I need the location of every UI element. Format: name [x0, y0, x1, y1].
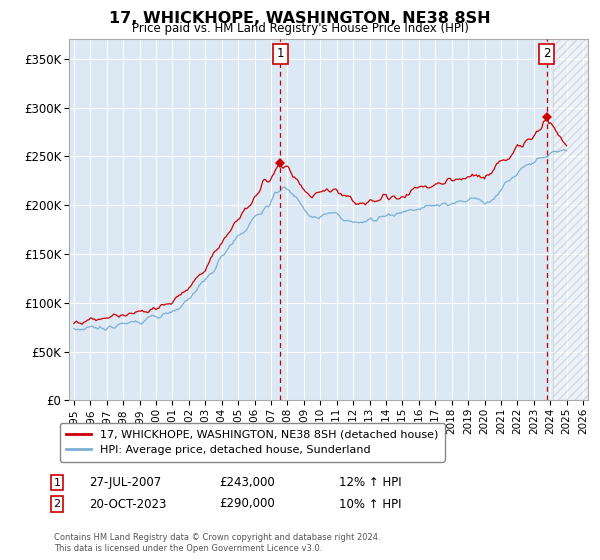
- Text: 2: 2: [53, 499, 61, 509]
- Text: 17, WHICKHOPE, WASHINGTON, NE38 8SH: 17, WHICKHOPE, WASHINGTON, NE38 8SH: [109, 11, 491, 26]
- Text: 10% ↑ HPI: 10% ↑ HPI: [339, 497, 401, 511]
- Text: 1: 1: [277, 48, 284, 60]
- Text: 12% ↑ HPI: 12% ↑ HPI: [339, 476, 401, 489]
- Text: Contains HM Land Registry data © Crown copyright and database right 2024.
This d: Contains HM Land Registry data © Crown c…: [54, 533, 380, 553]
- Text: £243,000: £243,000: [219, 476, 275, 489]
- Text: 27-JUL-2007: 27-JUL-2007: [89, 476, 161, 489]
- Text: £290,000: £290,000: [219, 497, 275, 511]
- Text: 2: 2: [543, 48, 551, 60]
- Text: Price paid vs. HM Land Registry's House Price Index (HPI): Price paid vs. HM Land Registry's House …: [131, 22, 469, 35]
- Text: 20-OCT-2023: 20-OCT-2023: [89, 497, 166, 511]
- Text: 1: 1: [53, 478, 61, 488]
- Legend: 17, WHICKHOPE, WASHINGTON, NE38 8SH (detached house), HPI: Average price, detach: 17, WHICKHOPE, WASHINGTON, NE38 8SH (det…: [59, 423, 445, 461]
- Bar: [553, 39, 588, 400]
